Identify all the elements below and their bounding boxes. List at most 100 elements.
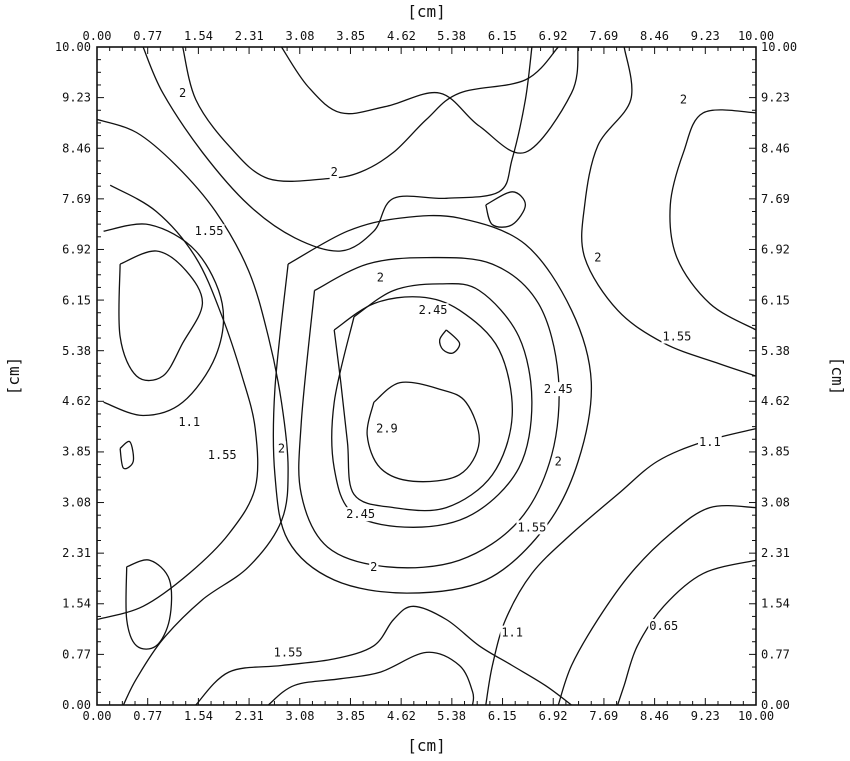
x-tick-label-bottom: 9.23 bbox=[691, 709, 720, 723]
contour-line bbox=[438, 329, 461, 354]
y-axis-label-left: [cm] bbox=[4, 357, 23, 396]
contour-label-bg bbox=[206, 447, 238, 462]
contour-line bbox=[195, 605, 572, 706]
contour-line bbox=[125, 559, 173, 650]
x-tick-label-bottom: 1.54 bbox=[184, 709, 213, 723]
y-tick-label-right: 10.00 bbox=[761, 40, 797, 54]
plot-frame bbox=[96, 46, 757, 706]
contour-label-bg bbox=[516, 520, 548, 535]
contour-label: 2.45 bbox=[419, 303, 448, 317]
contour-label-bg bbox=[177, 415, 202, 430]
x-tick-label-bottom: 0.00 bbox=[83, 709, 112, 723]
y-axis-label-right: [cm] bbox=[828, 357, 847, 396]
contour-label: 2.45 bbox=[544, 382, 573, 396]
y-tick-label-left: 2.31 bbox=[62, 546, 91, 560]
y-tick-label-left: 8.46 bbox=[62, 141, 91, 155]
contour-label: 1.1 bbox=[178, 415, 200, 429]
y-tick-label-right: 5.38 bbox=[761, 344, 790, 358]
contour-line bbox=[669, 109, 757, 331]
tick-labels: 0.000.000.00 0.000.770.770.77 0.771.541.54… bbox=[55, 29, 797, 723]
y-tick-label-right: 6.92 bbox=[761, 243, 790, 257]
contour-line bbox=[333, 296, 513, 512]
y-tick-label-left: 10.00 bbox=[55, 40, 91, 54]
y-tick-label-left: 3.08 bbox=[62, 495, 91, 509]
y-tick-label-right: 0.00 bbox=[761, 698, 790, 712]
contour-line bbox=[142, 46, 533, 252]
contour-lines bbox=[96, 46, 757, 706]
x-tick-label-bottom: 8.46 bbox=[640, 709, 669, 723]
contour-label: 2 bbox=[594, 251, 601, 265]
contour-label-bg bbox=[375, 270, 385, 285]
contour-label: 2 bbox=[555, 455, 562, 469]
x-tick-label-top: 1.54 bbox=[184, 29, 213, 43]
x-tick-label-bottom: 4.62 bbox=[387, 709, 416, 723]
contour-label: 2.45 bbox=[346, 507, 375, 521]
contour-line bbox=[485, 191, 527, 228]
contour-labels: 2 2 2 1.55 2 2.45 2 1.55 2.45 2.9 1.1 1.55 2 1.1 2 2.45… bbox=[177, 86, 722, 660]
contour-label-bg bbox=[276, 441, 287, 456]
x-tick-label-top: 0.00 bbox=[83, 29, 112, 43]
contour-line bbox=[96, 118, 289, 706]
x-tick-label-top: 3.08 bbox=[286, 29, 315, 43]
contour-label-bg bbox=[553, 454, 563, 469]
y-tick-label-right: 0.77 bbox=[761, 647, 790, 661]
x-axis-label-bottom: [cm] bbox=[407, 736, 446, 755]
x-tick-label-bottom: 6.92 bbox=[539, 709, 568, 723]
contour-label: 2 bbox=[331, 165, 338, 179]
contour-line bbox=[331, 283, 533, 528]
contour-line bbox=[96, 184, 259, 621]
contour-label: 2 bbox=[278, 441, 285, 455]
x-axis-label-top: [cm] bbox=[407, 2, 446, 21]
y-tick-label-left: 9.23 bbox=[62, 91, 91, 105]
contour-label-bg bbox=[369, 559, 379, 574]
contour-label-bg bbox=[500, 625, 525, 640]
x-tick-label-bottom: 10.00 bbox=[738, 709, 774, 723]
contour-line bbox=[280, 46, 579, 154]
contour-label-bg bbox=[542, 382, 574, 397]
axis-ticks bbox=[96, 46, 757, 706]
contour-line bbox=[581, 46, 757, 377]
contour-label: 1.1 bbox=[699, 435, 721, 449]
contour-line bbox=[119, 440, 135, 470]
contour-label-bg bbox=[417, 303, 449, 318]
contour-label: 2.9 bbox=[376, 422, 398, 436]
y-tick-label-left: 6.15 bbox=[62, 293, 91, 307]
y-tick-label-right: 3.85 bbox=[761, 445, 790, 459]
contour-label-bg bbox=[698, 434, 722, 449]
y-tick-label-right: 2.31 bbox=[761, 546, 790, 560]
contour-label-bg bbox=[329, 165, 339, 180]
x-tick-label-bottom: 3.85 bbox=[336, 709, 365, 723]
contour-line bbox=[366, 381, 480, 483]
y-tick-label-left: 6.92 bbox=[62, 243, 91, 257]
contour-label-bg bbox=[178, 86, 188, 101]
contour-label: 2 bbox=[370, 560, 377, 574]
contour-label: 1.55 bbox=[195, 224, 224, 238]
x-tick-label-top: 9.23 bbox=[691, 29, 720, 43]
contour-label: 2 bbox=[377, 270, 384, 284]
contour-label: 1.55 bbox=[662, 330, 691, 344]
contour-label-bg bbox=[345, 507, 377, 522]
contour-label-bg bbox=[593, 250, 603, 265]
contour-line bbox=[616, 559, 757, 706]
y-tick-label-right: 4.62 bbox=[761, 394, 790, 408]
y-tick-label-left: 5.38 bbox=[62, 344, 91, 358]
contour-line bbox=[267, 651, 475, 706]
contour-label: 1.1 bbox=[501, 626, 523, 640]
contour-label: 1.55 bbox=[517, 520, 546, 534]
y-tick-label-right: 7.69 bbox=[761, 192, 790, 206]
x-tick-label-bottom: 6.15 bbox=[488, 709, 517, 723]
x-tick-label-top: 10.00 bbox=[738, 29, 774, 43]
contour-line bbox=[298, 256, 560, 569]
contour-line bbox=[118, 250, 204, 382]
contour-label: 0.65 bbox=[649, 619, 678, 633]
y-tick-label-right: 6.15 bbox=[761, 293, 790, 307]
contour-line bbox=[557, 505, 757, 706]
x-tick-label-top: 2.31 bbox=[235, 29, 264, 43]
contour-line bbox=[272, 214, 593, 594]
contour-label-bg bbox=[648, 619, 680, 634]
contour-label-bg bbox=[661, 329, 693, 344]
contour-label: 1.55 bbox=[274, 645, 303, 659]
x-tick-label-bottom: 5.38 bbox=[437, 709, 466, 723]
contour-label-bg bbox=[193, 224, 225, 239]
x-tick-label-top: 8.46 bbox=[640, 29, 669, 43]
